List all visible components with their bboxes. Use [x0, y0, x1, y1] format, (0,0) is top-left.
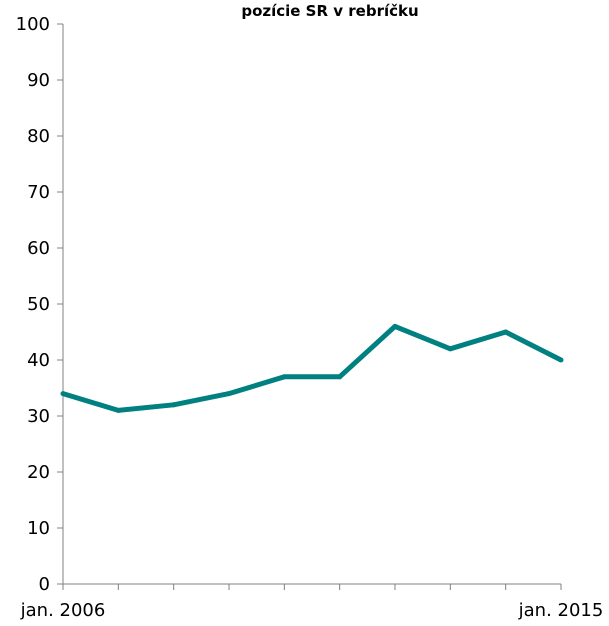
data-point	[281, 374, 287, 380]
y-tick-label: 0	[39, 574, 50, 595]
y-tick-label: 10	[27, 518, 50, 539]
y-tick-label: 20	[27, 462, 50, 483]
data-point	[226, 391, 232, 397]
axes: 0 10 20 30 40 50 60 70 80 90 100 jan. 2006 jan. 2015	[16, 14, 604, 621]
data-point	[392, 323, 398, 329]
y-tick-label: 70	[27, 182, 50, 203]
series-line	[62, 323, 563, 413]
data-point	[503, 329, 509, 335]
x-tick-label: jan. 2006	[20, 600, 106, 621]
data-point	[115, 407, 121, 413]
y-tick-label: 90	[27, 70, 50, 91]
data-point	[558, 357, 564, 363]
y-tick-label: 30	[27, 406, 50, 427]
data-marks	[60, 323, 564, 413]
y-tick-label: 50	[27, 294, 50, 315]
y-tick-label: 60	[27, 238, 50, 259]
y-tick-label: 100	[16, 14, 50, 35]
data-point	[60, 391, 66, 397]
y-tick-label: 40	[27, 350, 50, 371]
x-tick-label: jan. 2015	[518, 600, 604, 621]
data-point	[337, 374, 343, 380]
data-point	[447, 346, 453, 352]
y-tick-label: 80	[27, 126, 50, 147]
chart-title: pozície SR v rebríčku	[241, 2, 418, 20]
data-point	[171, 402, 177, 408]
